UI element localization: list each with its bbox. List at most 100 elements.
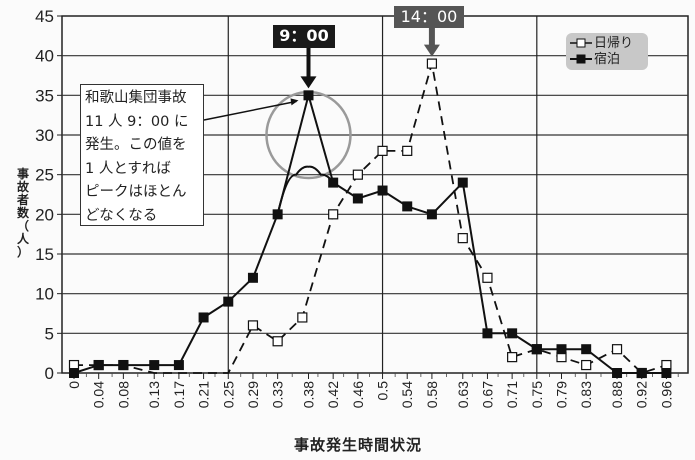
marker-daytrip: [352, 169, 363, 180]
marker-overnight: [69, 368, 79, 378]
legend-item-overnight: 宿泊: [570, 51, 648, 67]
marker-overnight: [198, 312, 209, 323]
y-title-char: 数: [16, 206, 29, 220]
y-tick-label: 35: [35, 86, 54, 105]
x-axis-ticks: 0 0.04 0.08 0.13 0.17 0.21 0.25 0.29 0.33 0.38 0.4…: [66, 373, 679, 408]
y-title-char: ）: [16, 245, 29, 259]
x-tick-label: 0.04: [91, 381, 107, 408]
marker-overnight: [223, 296, 234, 307]
x-tick-label: 0.96: [658, 381, 674, 408]
callout-line: 1 人とすれば: [85, 160, 171, 177]
x-tick-label: 0.46: [350, 381, 366, 408]
x-tick-label: 0.63: [455, 381, 471, 408]
y-tick-label: 0: [45, 364, 54, 383]
x-tick-label: 0.83: [578, 381, 594, 408]
legend: 日帰り 宿泊: [566, 33, 648, 70]
marker-overnight: [272, 209, 283, 220]
marker-daytrip: [507, 352, 518, 363]
y-tick-label: 20: [35, 205, 54, 224]
y-tick-label: 25: [35, 166, 54, 185]
marker-overnight: [612, 368, 623, 378]
marker-daytrip: [426, 58, 438, 69]
plot-frame: [61, 15, 689, 374]
x-tick-label: 0: [66, 381, 82, 389]
filled-square-marker-icon: [570, 54, 592, 64]
marker-overnight: [93, 360, 104, 371]
y-axis-title: 事故者数（人）: [12, 168, 34, 259]
x-tick-label: 0.25: [220, 381, 236, 408]
peak-tag-2pm: 14：00: [394, 6, 464, 28]
marker-overnight: [636, 368, 647, 378]
marker-overnight: [482, 328, 493, 339]
y-tick-label: 45: [35, 7, 54, 26]
y-tick-label: 30: [35, 126, 54, 145]
x-tick-label: 0.08: [115, 381, 131, 408]
legend-label: 日帰り: [594, 35, 634, 51]
marker-overnight: [531, 344, 542, 355]
marker-daytrip: [457, 233, 468, 244]
marker-overnight: [457, 177, 468, 188]
callout-line: ピークはほとん: [85, 184, 187, 201]
x-axis-title: 事故発生時間状況: [294, 436, 423, 454]
x-tick-label: 0.92: [634, 381, 650, 408]
x-tick-label: 0.29: [245, 381, 261, 408]
marker-daytrip: [402, 145, 413, 156]
marker-overnight: [247, 272, 258, 283]
legend-item-daytrip: 日帰り: [570, 35, 648, 51]
x-tick-label: 0.67: [479, 381, 495, 408]
y-tick-label: 5: [45, 324, 54, 343]
open-square-marker-icon: [570, 38, 592, 48]
callout-line: 発生。この値を: [85, 137, 187, 154]
series-markers: [68, 58, 672, 379]
marker-overnight: [556, 344, 567, 355]
y-title-char: 故: [16, 180, 29, 194]
marker-daytrip: [611, 344, 623, 355]
y-tick-label: 10: [35, 285, 54, 304]
y-tick-label: 15: [35, 245, 54, 264]
y-tick-label: 40: [35, 47, 54, 66]
x-tick-label: 0.33: [270, 381, 286, 408]
marker-overnight: [661, 368, 672, 378]
x-tick-label: 0.5: [375, 381, 391, 401]
marker-daytrip: [272, 336, 283, 347]
peak-tag-9am: 9：00: [273, 25, 335, 48]
marker-overnight: [507, 328, 518, 339]
x-tick-label: 0.17: [171, 381, 187, 408]
marker-daytrip: [581, 359, 592, 371]
y-axis-ticks: 0 5 10 15 20 25 30 35 40 45: [35, 7, 62, 383]
marker-overnight: [328, 177, 339, 188]
x-tick-label: 0.13: [146, 381, 162, 408]
x-tick-label: 0.21: [196, 381, 212, 408]
x-tick-label: 0.54: [399, 381, 415, 408]
legend-label: 宿泊: [594, 51, 621, 67]
marker-overnight: [377, 185, 388, 196]
x-tick-label: 0.88: [609, 381, 625, 408]
x-tick-label: 0.71: [504, 381, 520, 408]
marker-daytrip: [247, 320, 259, 331]
annotation-arrows: [203, 28, 440, 121]
callout-line: 和歌山集団事故: [85, 90, 187, 106]
marker-overnight: [173, 360, 184, 371]
x-tick-label: 0.75: [529, 381, 545, 408]
marker-overnight: [149, 360, 160, 371]
callout-line: 11 人 9：00 に: [85, 113, 189, 130]
y-title-char: 人: [16, 232, 29, 246]
marker-overnight: [352, 193, 363, 204]
x-tick-label: 0.58: [424, 381, 440, 408]
callout-leader-line: [203, 100, 297, 121]
marker-overnight: [303, 90, 314, 101]
y-title-char: 者: [16, 193, 29, 207]
marker-daytrip: [377, 145, 388, 156]
annotation-callout: 和歌山集団事故 11 人 9：00 に 発生。この値を 1 人とすれば ピークは…: [80, 84, 204, 226]
marker-overnight: [581, 344, 592, 355]
y-title-char: 事: [16, 167, 29, 181]
callout-line: どなくなる: [85, 207, 158, 224]
x-tick-label: 0.42: [325, 381, 341, 408]
marker-daytrip: [297, 312, 308, 323]
marker-overnight: [402, 201, 413, 212]
x-tick-label: 0.38: [300, 381, 316, 408]
marker-daytrip: [328, 209, 339, 220]
y-title-char: （: [16, 219, 29, 233]
marker-overnight: [118, 360, 129, 371]
